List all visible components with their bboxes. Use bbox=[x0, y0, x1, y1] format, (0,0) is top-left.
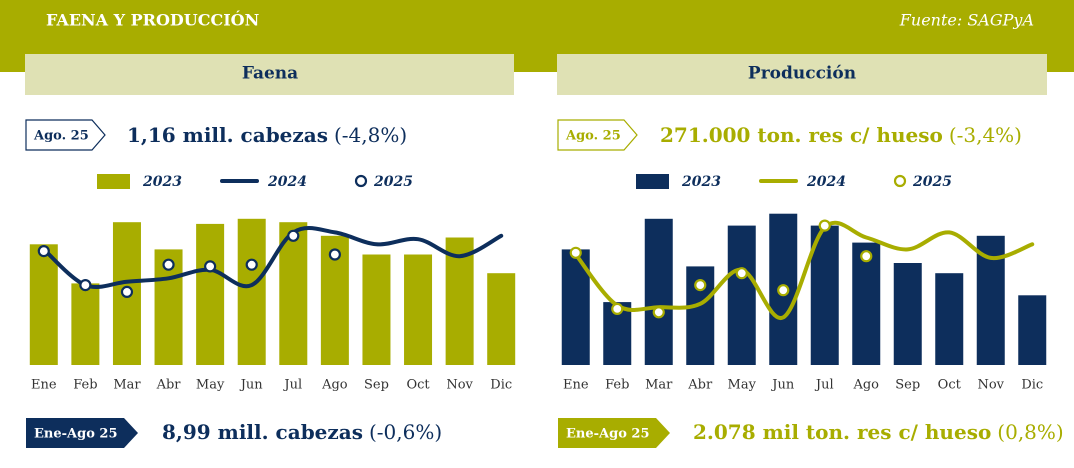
x-tick-label: Ene bbox=[563, 378, 589, 393]
tag-label: Ago. 25 bbox=[33, 129, 89, 144]
x-tick-label: Nov bbox=[446, 378, 473, 393]
x-tick-label: Oct bbox=[938, 378, 962, 393]
x-tick-label: Mar bbox=[113, 378, 141, 393]
x-tick-label: Nov bbox=[977, 378, 1004, 393]
point bbox=[287, 229, 300, 242]
point bbox=[735, 267, 748, 280]
bar bbox=[71, 283, 100, 365]
x-tick-label: May bbox=[728, 378, 757, 393]
summary: 1,16 mill. cabezas (-4,8%) bbox=[127, 123, 407, 147]
bar bbox=[196, 223, 225, 365]
tag-label: Ago. 25 bbox=[565, 129, 621, 144]
bar bbox=[810, 225, 839, 365]
bar bbox=[237, 218, 266, 365]
x-tick-label: Abr bbox=[156, 378, 182, 393]
tag bbox=[557, 119, 638, 151]
bar bbox=[29, 244, 58, 365]
point bbox=[569, 246, 582, 259]
tag-label: Ene-Ago 25 bbox=[34, 427, 118, 442]
point bbox=[162, 258, 175, 271]
summary-change: (0,8%) bbox=[997, 420, 1063, 444]
tag bbox=[558, 418, 670, 448]
summary: 8,99 mill. cabezas (-0,6%) bbox=[162, 420, 442, 444]
x-tick-label: Jun bbox=[239, 378, 264, 393]
bar bbox=[1018, 295, 1047, 365]
legend-label: 2024 bbox=[267, 174, 307, 190]
page-title: FAENA Y PRODUCCIÓN bbox=[46, 10, 259, 30]
panel-title: Faena bbox=[242, 64, 298, 84]
legend-swatch bbox=[97, 174, 130, 189]
point bbox=[37, 245, 50, 258]
summary-change: (-0,6%) bbox=[369, 420, 442, 444]
bar bbox=[644, 218, 673, 365]
legend-label: 2025 bbox=[373, 174, 413, 190]
summary-value: 8,99 mill. cabezas bbox=[162, 420, 363, 444]
summary: 2.078 mil ton. res c/ hueso (0,8%) bbox=[693, 420, 1064, 444]
legend-label: 2023 bbox=[681, 174, 721, 190]
x-tick-label: Ago bbox=[321, 378, 348, 393]
legend-swatch bbox=[636, 174, 669, 189]
source: Fuente: SAGPyA bbox=[899, 11, 1034, 30]
x-tick-label: Sep bbox=[895, 378, 920, 393]
point bbox=[694, 279, 707, 292]
panel-title: Producción bbox=[748, 64, 856, 84]
x-tick-label: Dic bbox=[1021, 378, 1043, 393]
bar bbox=[727, 225, 756, 365]
x-tick-label: Mar bbox=[645, 378, 673, 393]
x-tick-label: Oct bbox=[406, 378, 430, 393]
point bbox=[818, 219, 831, 232]
point bbox=[652, 306, 665, 319]
bar bbox=[935, 273, 964, 365]
point bbox=[245, 258, 258, 271]
legend-label: 2025 bbox=[912, 174, 952, 190]
x-tick-label: Jul bbox=[814, 378, 834, 393]
bar bbox=[279, 222, 308, 365]
tag bbox=[25, 119, 106, 151]
x-tick-label: Jun bbox=[770, 378, 795, 393]
bar bbox=[404, 254, 433, 365]
summary-change: (-4,8%) bbox=[334, 123, 407, 147]
bar bbox=[445, 237, 474, 365]
bar bbox=[362, 254, 391, 365]
x-tick-label: May bbox=[196, 378, 225, 393]
summary-value: 271.000 ton. res c/ hueso bbox=[660, 123, 943, 147]
point bbox=[120, 285, 134, 298]
point bbox=[611, 302, 624, 315]
legend-label: 2023 bbox=[142, 174, 182, 190]
point bbox=[777, 284, 790, 297]
panel-header bbox=[25, 54, 514, 95]
x-tick-label: Jul bbox=[282, 378, 302, 393]
tag-label: Ene-Ago 25 bbox=[566, 427, 650, 442]
point bbox=[79, 279, 92, 292]
line bbox=[41, 226, 504, 289]
legend-swatch bbox=[893, 174, 907, 188]
bar bbox=[487, 273, 516, 365]
line bbox=[573, 220, 1035, 320]
bar bbox=[852, 242, 881, 365]
summary-change: (-3,4%) bbox=[949, 123, 1022, 147]
point bbox=[328, 248, 341, 261]
tag bbox=[26, 418, 138, 448]
summary: 271.000 ton. res c/ hueso (-3,4%) bbox=[660, 123, 1022, 147]
x-tick-label: Feb bbox=[605, 378, 629, 393]
summary-value: 2.078 mil ton. res c/ hueso bbox=[693, 420, 991, 444]
x-tick-label: Sep bbox=[364, 378, 389, 393]
x-tick-label: Feb bbox=[73, 378, 97, 393]
point bbox=[860, 250, 873, 263]
point bbox=[204, 260, 217, 273]
bar bbox=[893, 263, 922, 365]
summary-value: 1,16 mill. cabezas bbox=[127, 123, 328, 147]
x-tick-label: Abr bbox=[687, 378, 713, 393]
legend-swatch bbox=[354, 174, 368, 188]
x-tick-label: Ene bbox=[31, 378, 57, 393]
x-tick-label: Dic bbox=[490, 378, 512, 393]
x-tick-label: Ago bbox=[852, 378, 879, 393]
legend-label: 2024 bbox=[806, 174, 846, 190]
panel-header bbox=[557, 54, 1047, 95]
